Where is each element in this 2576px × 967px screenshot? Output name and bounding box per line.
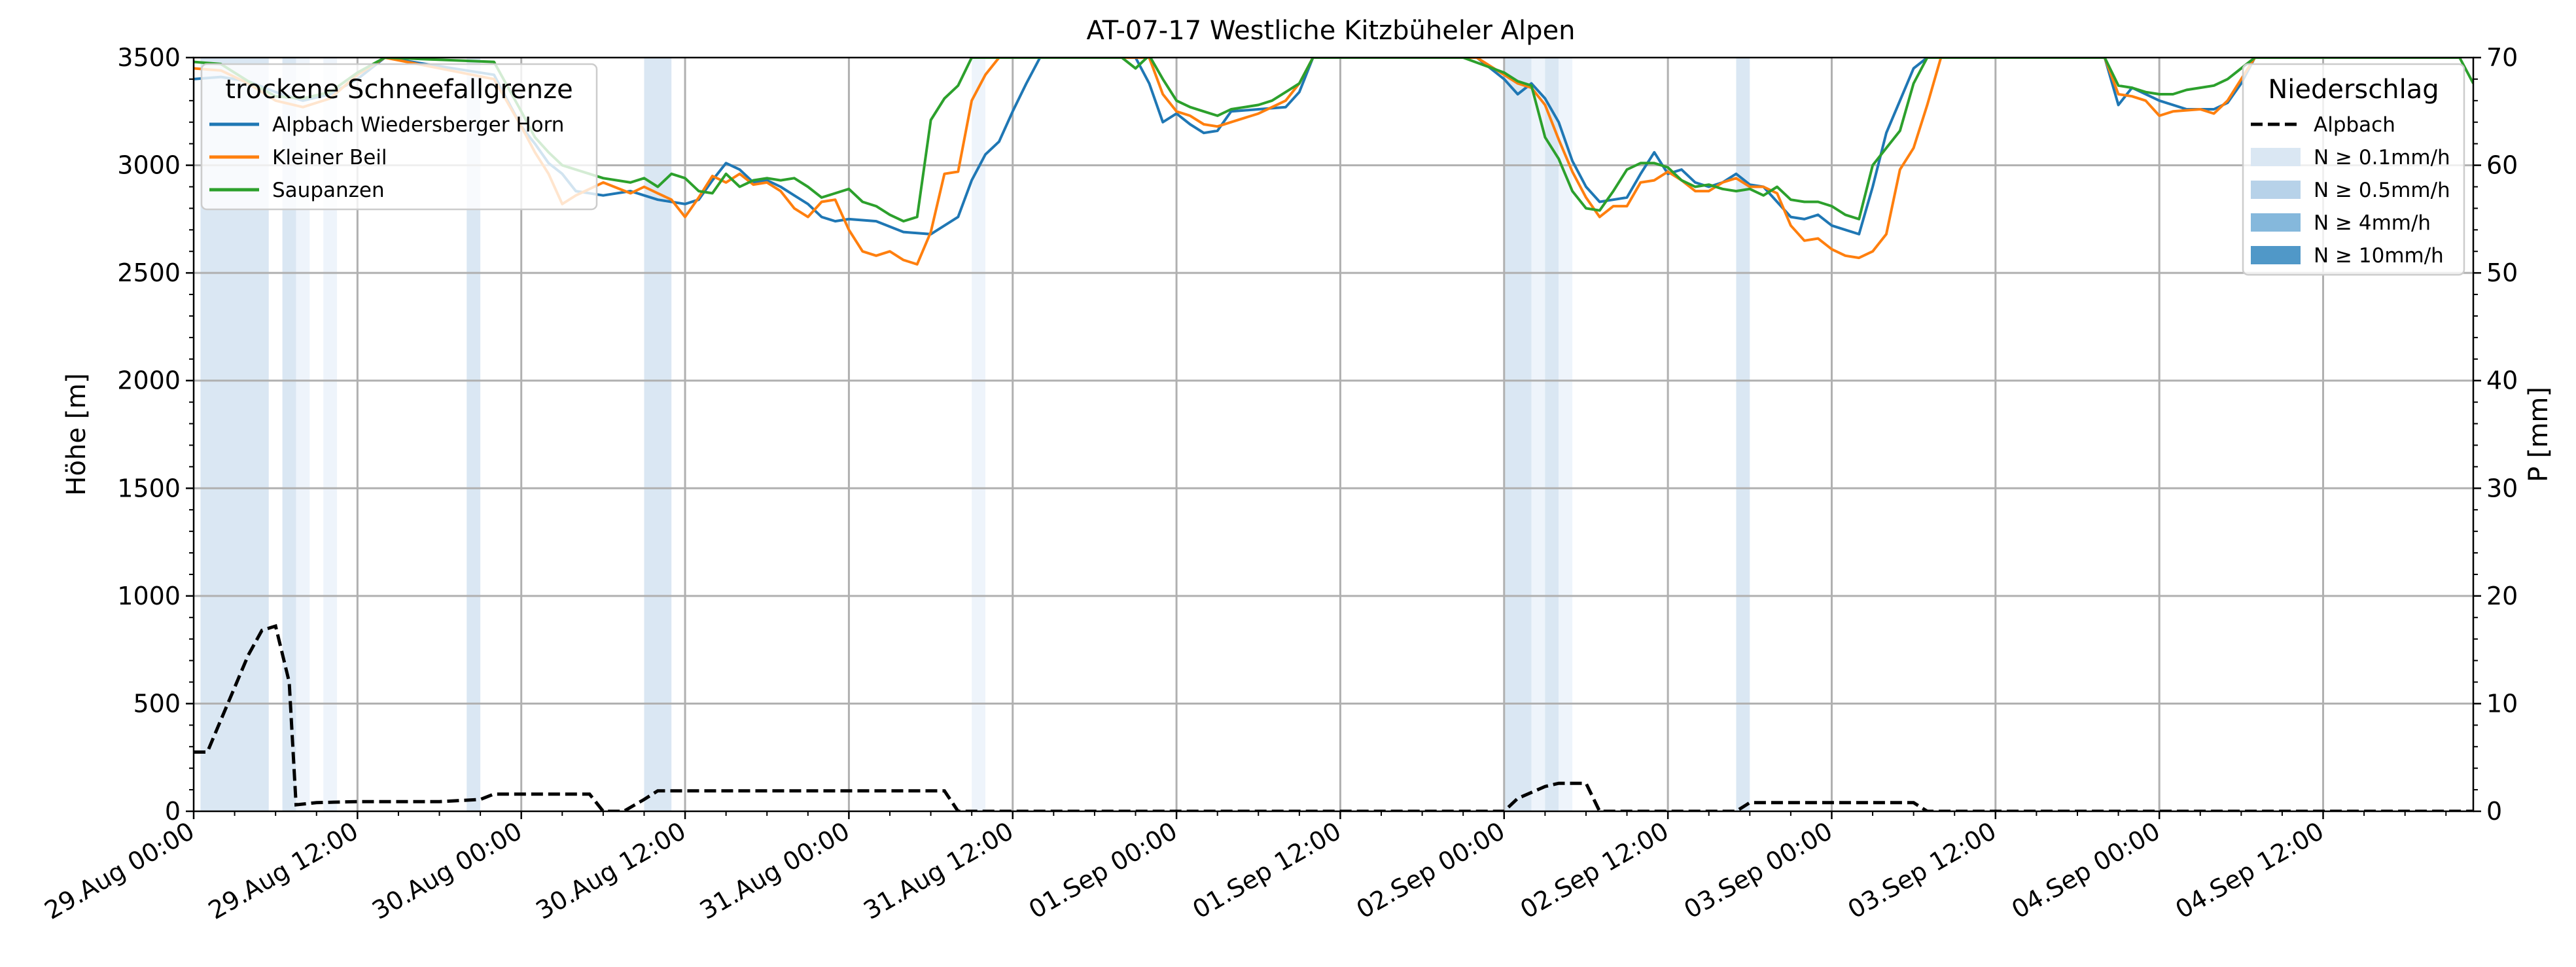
precip-band-3 xyxy=(323,58,338,811)
x-tick-label-5: 31.Aug 12:00 xyxy=(858,817,1018,925)
precipitation-line xyxy=(194,624,2473,811)
legend-class-label-2: N ≥ 4mm/h xyxy=(2314,211,2431,235)
right-tick-label-0: 0 xyxy=(2486,797,2502,826)
x-tick-label-0: 29.Aug 00:00 xyxy=(40,817,200,925)
legend-class-swatch-3 xyxy=(2251,246,2301,264)
x-tick-label-7: 01.Sep 12:00 xyxy=(1188,817,1346,924)
legend-snowline-title: trockene Schneefallgrenze xyxy=(225,75,573,105)
right-tick-label-4: 40 xyxy=(2486,366,2518,395)
precip-band-7 xyxy=(1504,58,1532,811)
left-tick-label-6: 3000 xyxy=(117,151,181,180)
precip-band-5 xyxy=(644,58,672,811)
precip-band-4 xyxy=(467,58,481,811)
precip-band-11 xyxy=(1736,58,1750,811)
right-tick-label-1: 10 xyxy=(2486,689,2518,718)
legend-label-0: Alpbach Wiedersberger Horn xyxy=(272,113,564,137)
left-tick-label-7: 3500 xyxy=(117,43,181,72)
left-tick-label-3: 1500 xyxy=(117,474,181,502)
x-tick-label-2: 30.Aug 00:00 xyxy=(367,817,527,925)
chart-title: AT-07-17 Westliche Kitzbüheler Alpen xyxy=(1086,16,1575,46)
precip-band-8 xyxy=(1531,58,1545,811)
legend-class-swatch-0 xyxy=(2251,148,2301,166)
right-tick-label-3: 30 xyxy=(2486,474,2518,502)
right-tick-label-2: 20 xyxy=(2486,582,2518,610)
legend-class-label-1: N ≥ 0.5mm/h xyxy=(2314,179,2450,202)
x-tick-label-3: 30.Aug 12:00 xyxy=(531,817,691,925)
right-tick-label-6: 60 xyxy=(2486,151,2518,180)
x-tick-label-10: 03.Sep 00:00 xyxy=(1679,817,1837,924)
legend-label-1: Kleiner Beil xyxy=(272,146,387,169)
right-tick-label-5: 50 xyxy=(2486,258,2518,287)
x-tick-label-1: 29.Aug 12:00 xyxy=(203,817,363,925)
plot-frame xyxy=(192,56,2475,813)
right-tick-label-7: 70 xyxy=(2486,43,2518,72)
x-tick-label-11: 03.Sep 12:00 xyxy=(1843,817,2002,924)
x-tick-label-4: 31.Aug 00:00 xyxy=(695,817,855,925)
x-tick-label-8: 02.Sep 00:00 xyxy=(1352,817,1510,924)
series-line-1 xyxy=(194,58,2256,266)
series-lines xyxy=(194,58,2473,266)
left-tick-label-4: 2000 xyxy=(117,366,181,395)
y-axis-label-right: P [mm] xyxy=(2524,387,2554,482)
legend-class-label-3: N ≥ 10mm/h xyxy=(2314,244,2444,268)
legend-snowline-box xyxy=(200,63,598,211)
series-line-0 xyxy=(194,58,2256,236)
left-tick-label-5: 2500 xyxy=(117,258,181,287)
legend-precipitation: Niederschlag Alpbach N ≥ 0.1mm/h N ≥ 0.5mm… xyxy=(2242,63,2465,276)
series-line-2 xyxy=(194,58,2473,223)
y-axis-label-left: Höhe [m] xyxy=(62,373,92,495)
legend-class-swatch-2 xyxy=(2251,213,2301,232)
legend-snowline: trockene Schneefallgrenze Alpbach Wieder… xyxy=(200,63,598,211)
precip-band-6 xyxy=(972,58,986,811)
precip-band-10 xyxy=(1559,58,1573,811)
x-tick-label-12: 04.Sep 00:00 xyxy=(2007,817,2165,924)
precipitation-bands xyxy=(200,58,1750,811)
x-tick-label-13: 04.Sep 12:00 xyxy=(2170,817,2329,924)
precip-line xyxy=(194,624,2473,811)
left-y-axis: 0 500 1000 1500 2000 2500 3000 3500 xyxy=(117,43,194,826)
x-tick-label-6: 01.Sep 00:00 xyxy=(1024,817,1182,924)
legend-class-label-0: N ≥ 0.1mm/h xyxy=(2314,146,2450,169)
legend-precip-line-label: Alpbach xyxy=(2314,113,2395,137)
x-axis: 29.Aug 00:00 29.Aug 12:00 30.Aug 00:00 30.A… xyxy=(40,811,2447,925)
precip-band-1 xyxy=(282,58,296,811)
left-tick-label-0: 0 xyxy=(165,797,181,826)
left-tick-label-1: 500 xyxy=(133,689,181,718)
legend-label-2: Saupanzen xyxy=(272,179,385,202)
precip-band-9 xyxy=(1545,58,1559,811)
legend-precipitation-title: Niederschlag xyxy=(2268,75,2439,105)
left-tick-label-2: 1000 xyxy=(117,582,181,610)
right-y-axis: 0 10 20 30 40 50 60 70 xyxy=(2473,43,2518,826)
x-tick-label-9: 02.Sep 12:00 xyxy=(1515,817,1674,924)
legend-class-swatch-1 xyxy=(2251,181,2301,199)
precip-band-2 xyxy=(296,58,310,811)
